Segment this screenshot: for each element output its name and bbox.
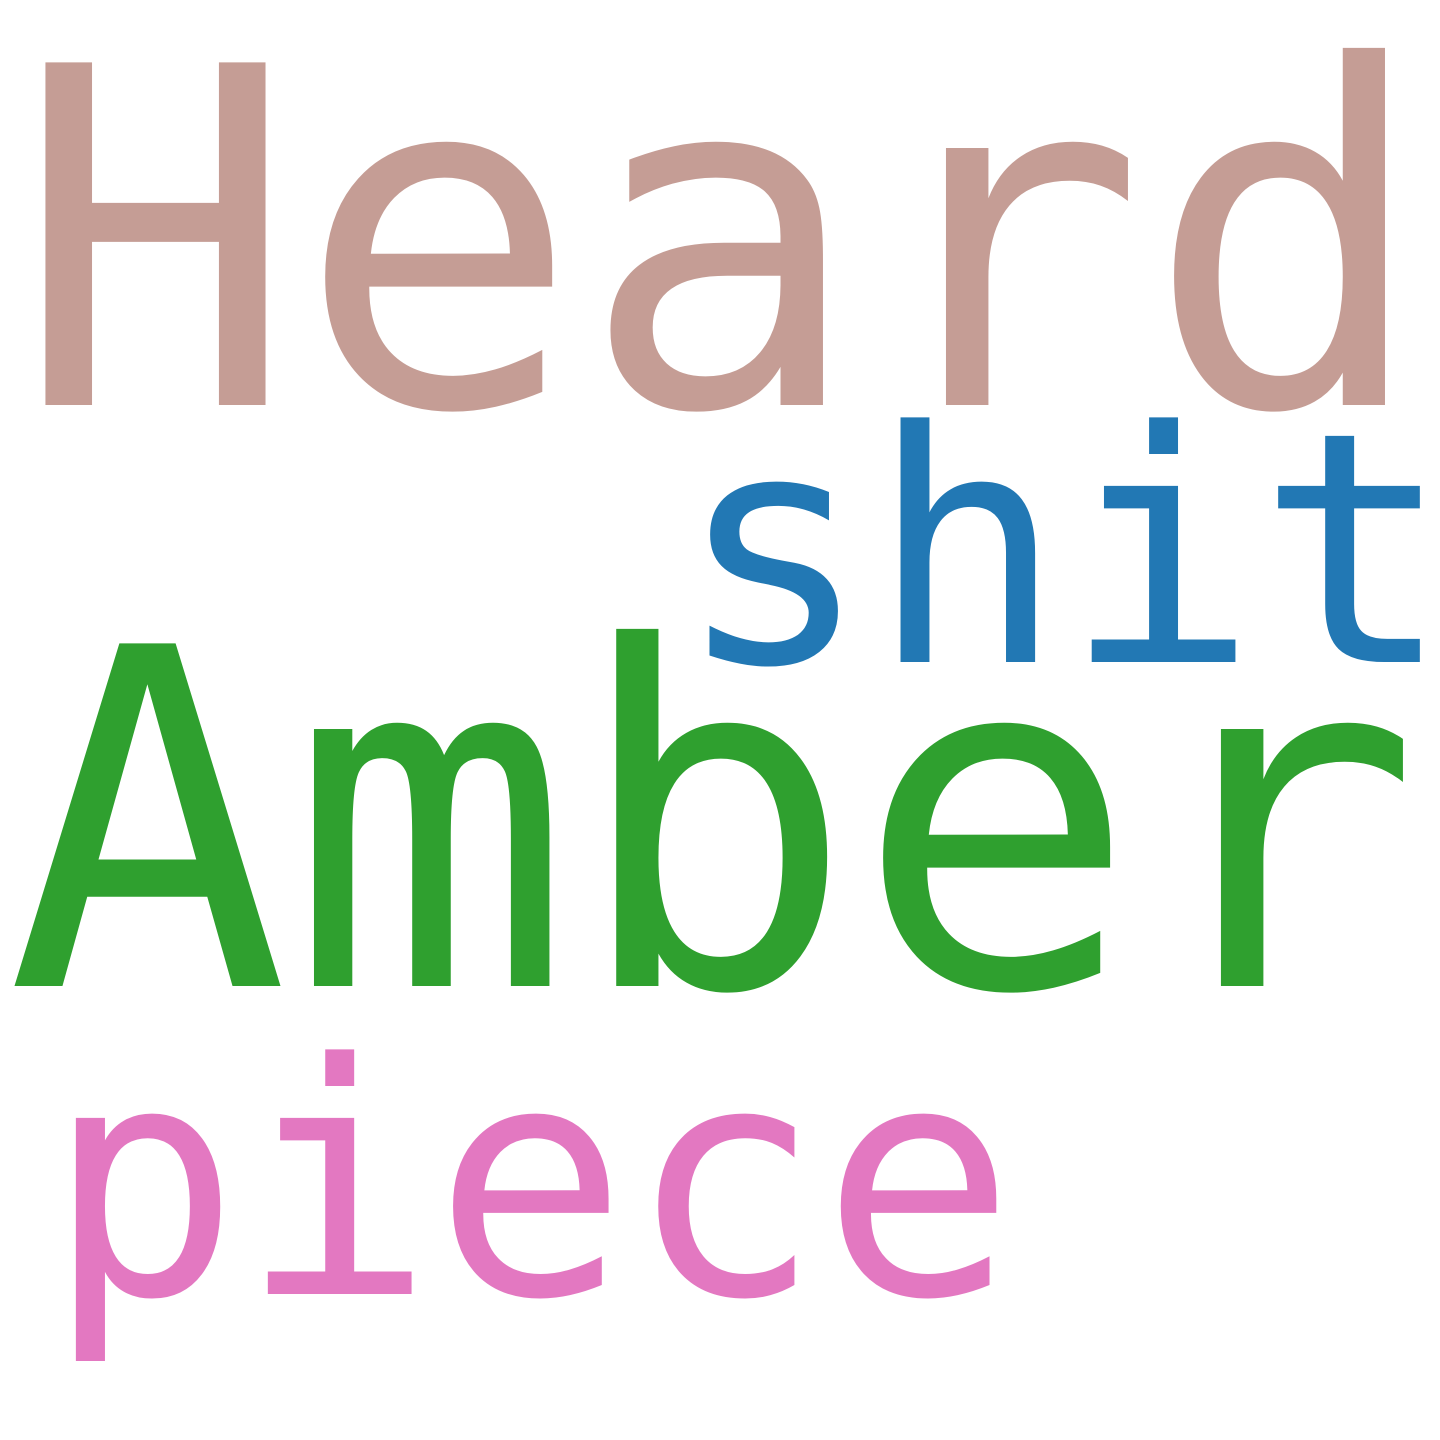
word-amber: Amber (6, 550, 1421, 1097)
word-piece: piece (46, 995, 1016, 1370)
word-heard: Heard (14, 0, 1429, 516)
word-shit: shit (676, 363, 1440, 738)
